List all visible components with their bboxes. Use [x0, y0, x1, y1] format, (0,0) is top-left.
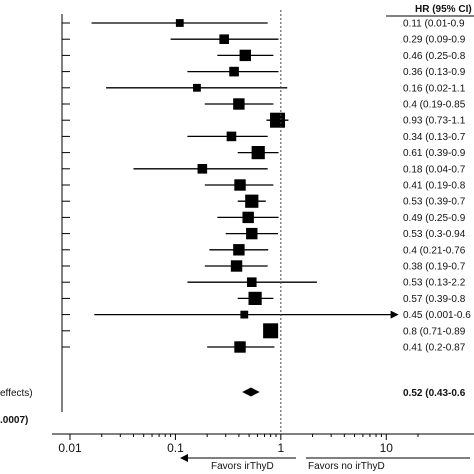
hr-square	[234, 341, 246, 353]
hr-square	[246, 227, 258, 240]
favors-left-label: Favors irThyD	[211, 461, 274, 472]
hr-square	[246, 277, 257, 287]
hr-square	[230, 260, 243, 272]
pooled-left-label: effects)	[0, 388, 33, 399]
hr-square	[233, 98, 245, 110]
favors-annotation: Favors irThyD Favors no irThyD	[180, 454, 470, 472]
study-row: 0.4 (0.21-0.76	[62, 244, 466, 256]
pooled-diamond	[242, 387, 260, 397]
study-row: 0.41 (0.19-0.8	[62, 179, 466, 192]
hr-square	[234, 179, 246, 191]
study-row: 0.46 (0.25-0.8	[62, 49, 466, 62]
hr-square	[233, 244, 245, 256]
hr-label: 0.4 (0.21-0.76	[403, 245, 466, 256]
study-row: 0.53 (0.3-0.94	[62, 227, 466, 240]
pooled-hr-label: 0.52 (0.43-0.6	[403, 388, 466, 399]
study-row: 0.29 (0.09-0.9	[62, 34, 466, 46]
study-rows: 0.11 (0.01-0.9 0.29 (0.09-0.9 0.46 (0.25-0…	[62, 19, 471, 354]
hr-label: 0.38 (0.19-0.7	[403, 262, 466, 273]
hr-label: 0.57 (0.39-0.8	[403, 294, 466, 305]
hr-square	[248, 291, 262, 305]
hr-label: 0.16 (0.02-1.1	[403, 83, 466, 94]
x-tick-label: 10	[380, 441, 394, 455]
hr-label: 0.4 (0.19-0.85	[403, 100, 466, 111]
study-row: 0.11 (0.01-0.9	[62, 19, 465, 30]
study-row: 0.16 (0.02-1.1	[62, 83, 466, 94]
hr-square	[263, 323, 279, 339]
study-row: 0.53 (0.39-0.7	[62, 194, 466, 208]
study-row: 0.93 (0.73-1.1	[62, 112, 466, 128]
hr-square	[242, 211, 254, 224]
study-row: 0.34 (0.13-0.7	[62, 131, 466, 143]
hr-square	[175, 19, 184, 27]
x-tick-label: 0.1	[167, 441, 184, 455]
hr-label: 0.49 (0.25-0.9	[403, 213, 466, 224]
column-header: HR (95% CI)	[415, 4, 472, 15]
hr-square	[226, 131, 237, 142]
hr-label: 0.11 (0.01-0.9	[403, 19, 465, 30]
hr-square	[245, 194, 259, 208]
study-row: 0.4 (0.19-0.85	[62, 98, 466, 111]
hr-square	[239, 49, 251, 62]
study-row: 0.53 (0.13-2.2	[62, 277, 466, 289]
hr-square	[229, 66, 239, 77]
hr-square	[219, 34, 229, 44]
hr-label: 0.46 (0.25-0.8	[403, 51, 466, 62]
hr-square	[193, 83, 201, 92]
hr-label: 0.93 (0.73-1.1	[403, 116, 466, 127]
hr-label: 0.45 (0.001-0.6	[403, 310, 471, 321]
hr-label: 0.18 (0.04-0.7	[403, 164, 466, 175]
study-row: 0.36 (0.13-0.9	[62, 66, 466, 78]
ci-arrow	[390, 310, 399, 319]
hr-label: 0.53 (0.13-2.2	[403, 278, 466, 289]
x-tick-label: 1	[277, 441, 284, 455]
study-row: 0.61 (0.39-0.9	[62, 146, 466, 160]
hr-label: 0.8 (0.71-0.89	[403, 326, 466, 337]
hr-square	[240, 310, 249, 319]
hr-label: 0.41 (0.2-0.87	[403, 343, 466, 354]
study-row: 0.38 (0.19-0.7	[62, 260, 466, 273]
study-row: 0.41 (0.2-0.87	[62, 341, 466, 354]
favors-left-arrowhead	[180, 454, 188, 462]
study-row: 0.18 (0.04-0.7	[62, 164, 466, 175]
pvalue-left-label: .0007)	[0, 415, 28, 426]
study-row: 0.49 (0.25-0.9	[62, 211, 466, 224]
hr-label: 0.36 (0.13-0.9	[403, 67, 466, 78]
study-row: 0.45 (0.001-0.6	[62, 310, 471, 321]
hr-label: 0.53 (0.3-0.94	[403, 229, 466, 240]
hr-square	[251, 146, 265, 160]
study-row: 0.57 (0.39-0.8	[62, 291, 466, 305]
x-axis: 0.01 0.1 1 10	[52, 433, 474, 455]
study-row: 0.8 (0.71-0.89	[62, 323, 466, 339]
hr-label: 0.61 (0.39-0.9	[403, 148, 466, 159]
favors-right-label: Favors no irThyD	[308, 461, 385, 472]
hr-square	[270, 112, 286, 128]
x-tick-label: 0.01	[58, 441, 82, 455]
hr-label: 0.29 (0.09-0.9	[403, 35, 466, 46]
hr-label: 0.34 (0.13-0.7	[403, 132, 466, 143]
hr-label: 0.53 (0.39-0.7	[403, 197, 466, 208]
hr-square	[197, 164, 208, 174]
hr-label: 0.41 (0.19-0.8	[403, 181, 466, 192]
